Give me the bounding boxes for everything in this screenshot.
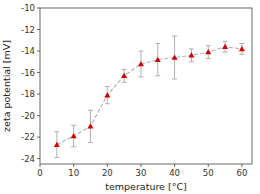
error-cap <box>155 43 160 44</box>
x-tick-label: 40 <box>169 168 180 178</box>
y-tick-label: -24 <box>21 154 35 164</box>
y-tick <box>37 115 40 116</box>
y-tick-label: -20 <box>21 111 35 121</box>
error-cap <box>189 48 194 49</box>
error-cap <box>138 76 143 77</box>
y-tick <box>37 72 40 73</box>
data-point <box>104 92 110 97</box>
data-point <box>172 54 178 59</box>
error-cap <box>105 86 110 87</box>
error-cap <box>105 103 110 104</box>
error-bar <box>138 51 143 77</box>
data-point <box>54 142 60 147</box>
x-tick <box>241 164 242 167</box>
error-cap <box>206 45 211 46</box>
plot-area <box>54 36 245 158</box>
data-point <box>239 46 245 51</box>
y-tick-label: -14 <box>21 46 35 56</box>
error-bar <box>71 125 76 147</box>
error-bar <box>172 36 177 79</box>
y-tick-label: -22 <box>21 132 35 142</box>
error-cap <box>223 41 228 42</box>
error-cap <box>239 43 244 44</box>
y-tick <box>37 158 40 159</box>
data-point <box>121 73 127 78</box>
error-bar <box>105 87 110 104</box>
x-tick <box>174 164 175 167</box>
error-bar <box>189 49 194 62</box>
y-tick <box>37 94 40 95</box>
data-point <box>71 133 77 138</box>
error-cap <box>54 131 59 132</box>
x-tick <box>107 164 108 167</box>
y-tick <box>37 29 40 30</box>
y-tick <box>37 51 40 52</box>
plot-frame <box>40 8 252 164</box>
x-tick-label: 50 <box>203 168 214 178</box>
x-tick-label: 30 <box>136 168 147 178</box>
error-cap <box>172 79 177 80</box>
error-cap <box>172 35 177 36</box>
error-cap <box>54 157 59 158</box>
x-tick-label: 0 <box>37 168 42 178</box>
data-point <box>87 123 93 128</box>
chart: 0 10 20 30 40 50 60 -24 -22 -20 -18 -16 -14 -12 -10 tem… <box>0 0 260 194</box>
error-cap <box>206 58 211 59</box>
error-cap <box>189 61 194 62</box>
error-cap <box>122 69 127 70</box>
y-tick-label: -16 <box>21 68 35 78</box>
y-tick-label: -18 <box>21 89 35 99</box>
x-tick <box>73 164 74 167</box>
x-tick-label: 10 <box>68 168 79 178</box>
error-cap <box>88 110 93 111</box>
x-tick-label: 20 <box>102 168 113 178</box>
y-tick-label: -12 <box>21 25 35 35</box>
error-bar <box>122 69 127 82</box>
error-cap <box>239 54 244 55</box>
data-point <box>155 57 161 62</box>
error-bar <box>239 44 244 55</box>
error-cap <box>88 142 93 143</box>
error-bar <box>223 41 228 52</box>
error-bar <box>206 46 211 59</box>
error-bar <box>54 132 59 158</box>
y-axis-label: zeta potential [mV] <box>1 40 12 132</box>
error-cap <box>155 75 160 76</box>
x-tick-label: 60 <box>236 168 247 178</box>
error-bar <box>88 110 93 142</box>
error-cap <box>223 52 228 53</box>
error-cap <box>71 125 76 126</box>
y-tick <box>37 137 40 138</box>
data-point <box>205 49 211 54</box>
error-cap <box>138 51 143 52</box>
data-point <box>138 61 144 66</box>
x-tick <box>208 164 209 167</box>
error-cap <box>122 82 127 83</box>
data-point <box>222 44 228 49</box>
error-cap <box>71 146 76 147</box>
x-axis-label: temperature [°C] <box>105 181 187 192</box>
data-point <box>188 52 194 57</box>
x-tick <box>40 164 41 167</box>
y-tick <box>37 8 40 9</box>
x-tick <box>140 164 141 167</box>
chart-container: 0 10 20 30 40 50 60 -24 -22 -20 -18 -16 -14 -12 -10 tem… <box>0 0 260 194</box>
series-line <box>57 47 242 145</box>
y-tick-label: -10 <box>21 3 35 13</box>
error-bar <box>155 44 160 76</box>
